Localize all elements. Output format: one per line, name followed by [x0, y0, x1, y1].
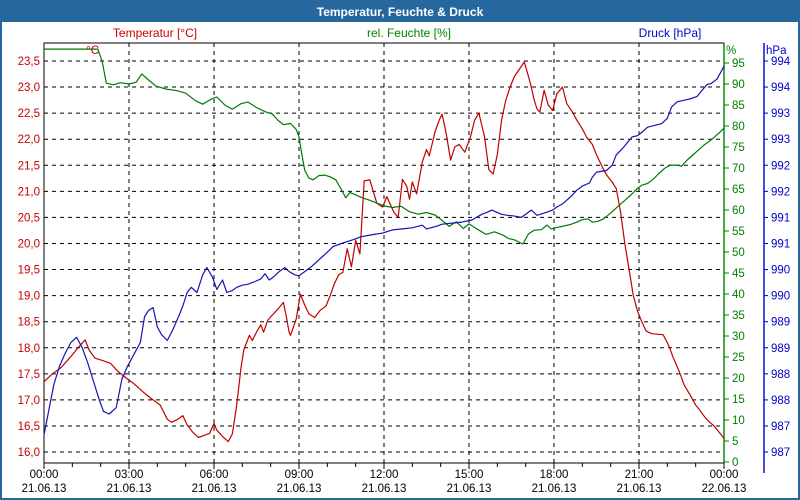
x-axis-labels: 00:00 21.06.13 03:00 21.06.13 06:00 21.06.13 0…	[22, 469, 747, 495]
temperature-tick-label: 17,5	[18, 369, 40, 381]
humidity-tick-label: 60	[732, 205, 745, 217]
legend-temperature: Temperatur [°C]	[112, 26, 198, 40]
temperature-curve	[43, 61, 725, 443]
humidity-curve	[43, 48, 725, 245]
temperature-tick-label: 19,0	[18, 291, 40, 303]
x-date-label: 21.06.13	[362, 483, 407, 495]
x-time-label: 00:00	[30, 469, 59, 481]
humidity-tick-label: 20	[732, 373, 745, 385]
x-time-label: 09:00	[285, 469, 314, 481]
temperature-tick-label: 17,0	[18, 395, 40, 407]
legend-humidity: rel. Feuchte [%]	[366, 26, 452, 40]
temperature-tick-label: 22,0	[18, 134, 40, 146]
x-date-label: 22.06.13	[702, 483, 747, 495]
temperature-unit-label: °C	[86, 45, 99, 57]
window-title: Temperatur, Feuchte & Druck	[316, 5, 484, 19]
x-time-label: 18:00	[540, 469, 569, 481]
temperature-tick-label: 22,5	[18, 108, 40, 120]
pressure-tick-label: 988	[771, 369, 790, 381]
x-date-label: 21.06.13	[107, 483, 152, 495]
humidity-tick-label: 95	[732, 58, 745, 70]
humidity-tick-label: 35	[732, 310, 745, 322]
temperature-tick-label: 19,5	[18, 265, 40, 277]
x-date-label: 21.06.13	[447, 483, 492, 495]
x-time-label: 06:00	[200, 469, 229, 481]
pressure-tick-label: 990	[771, 291, 790, 303]
pressure-tick-label: 988	[771, 395, 790, 407]
x-date-label: 21.06.13	[617, 483, 662, 495]
humidity-tick-label: 90	[732, 79, 745, 91]
pressure-tick-label: 987	[771, 421, 790, 433]
pressure-tick-label: 987	[771, 447, 790, 459]
pressure-unit-label: hPa	[766, 45, 787, 57]
x-axis-ticks	[43, 463, 725, 469]
temperature-tick-label: 23,5	[18, 56, 40, 68]
humidity-tick-label: 55	[732, 226, 745, 238]
pressure-axis: 994 994 993 993 992 992 991 991 990 990 989 989 988 9…	[763, 43, 791, 473]
vertical-gridlines	[128, 43, 640, 463]
humidity-tick-label: 0	[732, 457, 738, 469]
humidity-tick-label: 85	[732, 100, 745, 112]
pressure-tick-label: 992	[771, 160, 790, 172]
axis-unit-labels: °C% hPa	[86, 45, 787, 57]
humidity-tick-label: 10	[732, 415, 745, 427]
humidity-tick-label: 15	[732, 394, 745, 406]
temperature-tick-label: 23,0	[18, 82, 40, 94]
pressure-tick-label: 994	[771, 82, 791, 94]
temperature-tick-label: 18,5	[18, 317, 40, 329]
pressure-tick-label: 989	[771, 343, 790, 355]
humidity-tick-label: 70	[732, 163, 745, 175]
x-date-label: 21.06.13	[277, 483, 322, 495]
pressure-tick-label: 994	[771, 56, 791, 68]
pressure-tick-label: 989	[771, 317, 790, 329]
legend-pressure: Druck [hPa]	[638, 26, 702, 40]
pressure-tick-label: 993	[771, 134, 790, 146]
x-date-label: 21.06.13	[192, 483, 237, 495]
humidity-tick-label: 30	[732, 331, 745, 343]
temperature-tick-label: 16,0	[18, 447, 40, 459]
pressure-tick-label: 990	[771, 265, 790, 277]
humidity-tick-label: 40	[732, 289, 745, 301]
humidity-tick-label: 75	[732, 142, 745, 154]
humidity-tick-label: 5	[732, 436, 738, 448]
pressure-curve	[43, 65, 725, 436]
temperature-tick-label: 20,0	[18, 238, 40, 250]
x-time-label: 00:00	[710, 469, 739, 481]
humidity-tick-label: 45	[732, 268, 745, 280]
humidity-tick-label: 50	[732, 247, 745, 259]
pressure-tick-label: 993	[771, 108, 790, 120]
temperature-tick-label: 20,5	[18, 212, 40, 224]
x-date-label: 21.06.13	[532, 483, 577, 495]
temperature-tick-label: 21,5	[18, 160, 40, 172]
x-time-label: 15:00	[455, 469, 484, 481]
pressure-tick-label: 991	[771, 212, 790, 224]
humidity-tick-label: 80	[732, 121, 745, 133]
pressure-tick-label: 992	[771, 186, 790, 198]
pressure-tick-label: 991	[771, 238, 790, 250]
temperature-tick-label: 18,0	[18, 343, 40, 355]
humidity-tick-label: 25	[732, 352, 745, 364]
humidity-unit-label: %	[726, 45, 736, 57]
window-title-bar[interactable]: Temperatur, Feuchte & Druck	[2, 2, 798, 22]
temperature-axis-labels: 23,5 23,0 22,5 22,0 21,5 21,0 20,5 20,0 19,5 19,0…	[18, 56, 40, 459]
temperature-tick-label: 16,5	[18, 421, 40, 433]
temperature-tick-label: 21,0	[18, 186, 40, 198]
x-time-label: 03:00	[115, 469, 144, 481]
humidity-tick-label: 65	[732, 184, 745, 196]
x-date-label: 21.06.13	[22, 483, 67, 495]
x-time-label: 21:00	[625, 469, 654, 481]
x-time-label: 12:00	[370, 469, 399, 481]
